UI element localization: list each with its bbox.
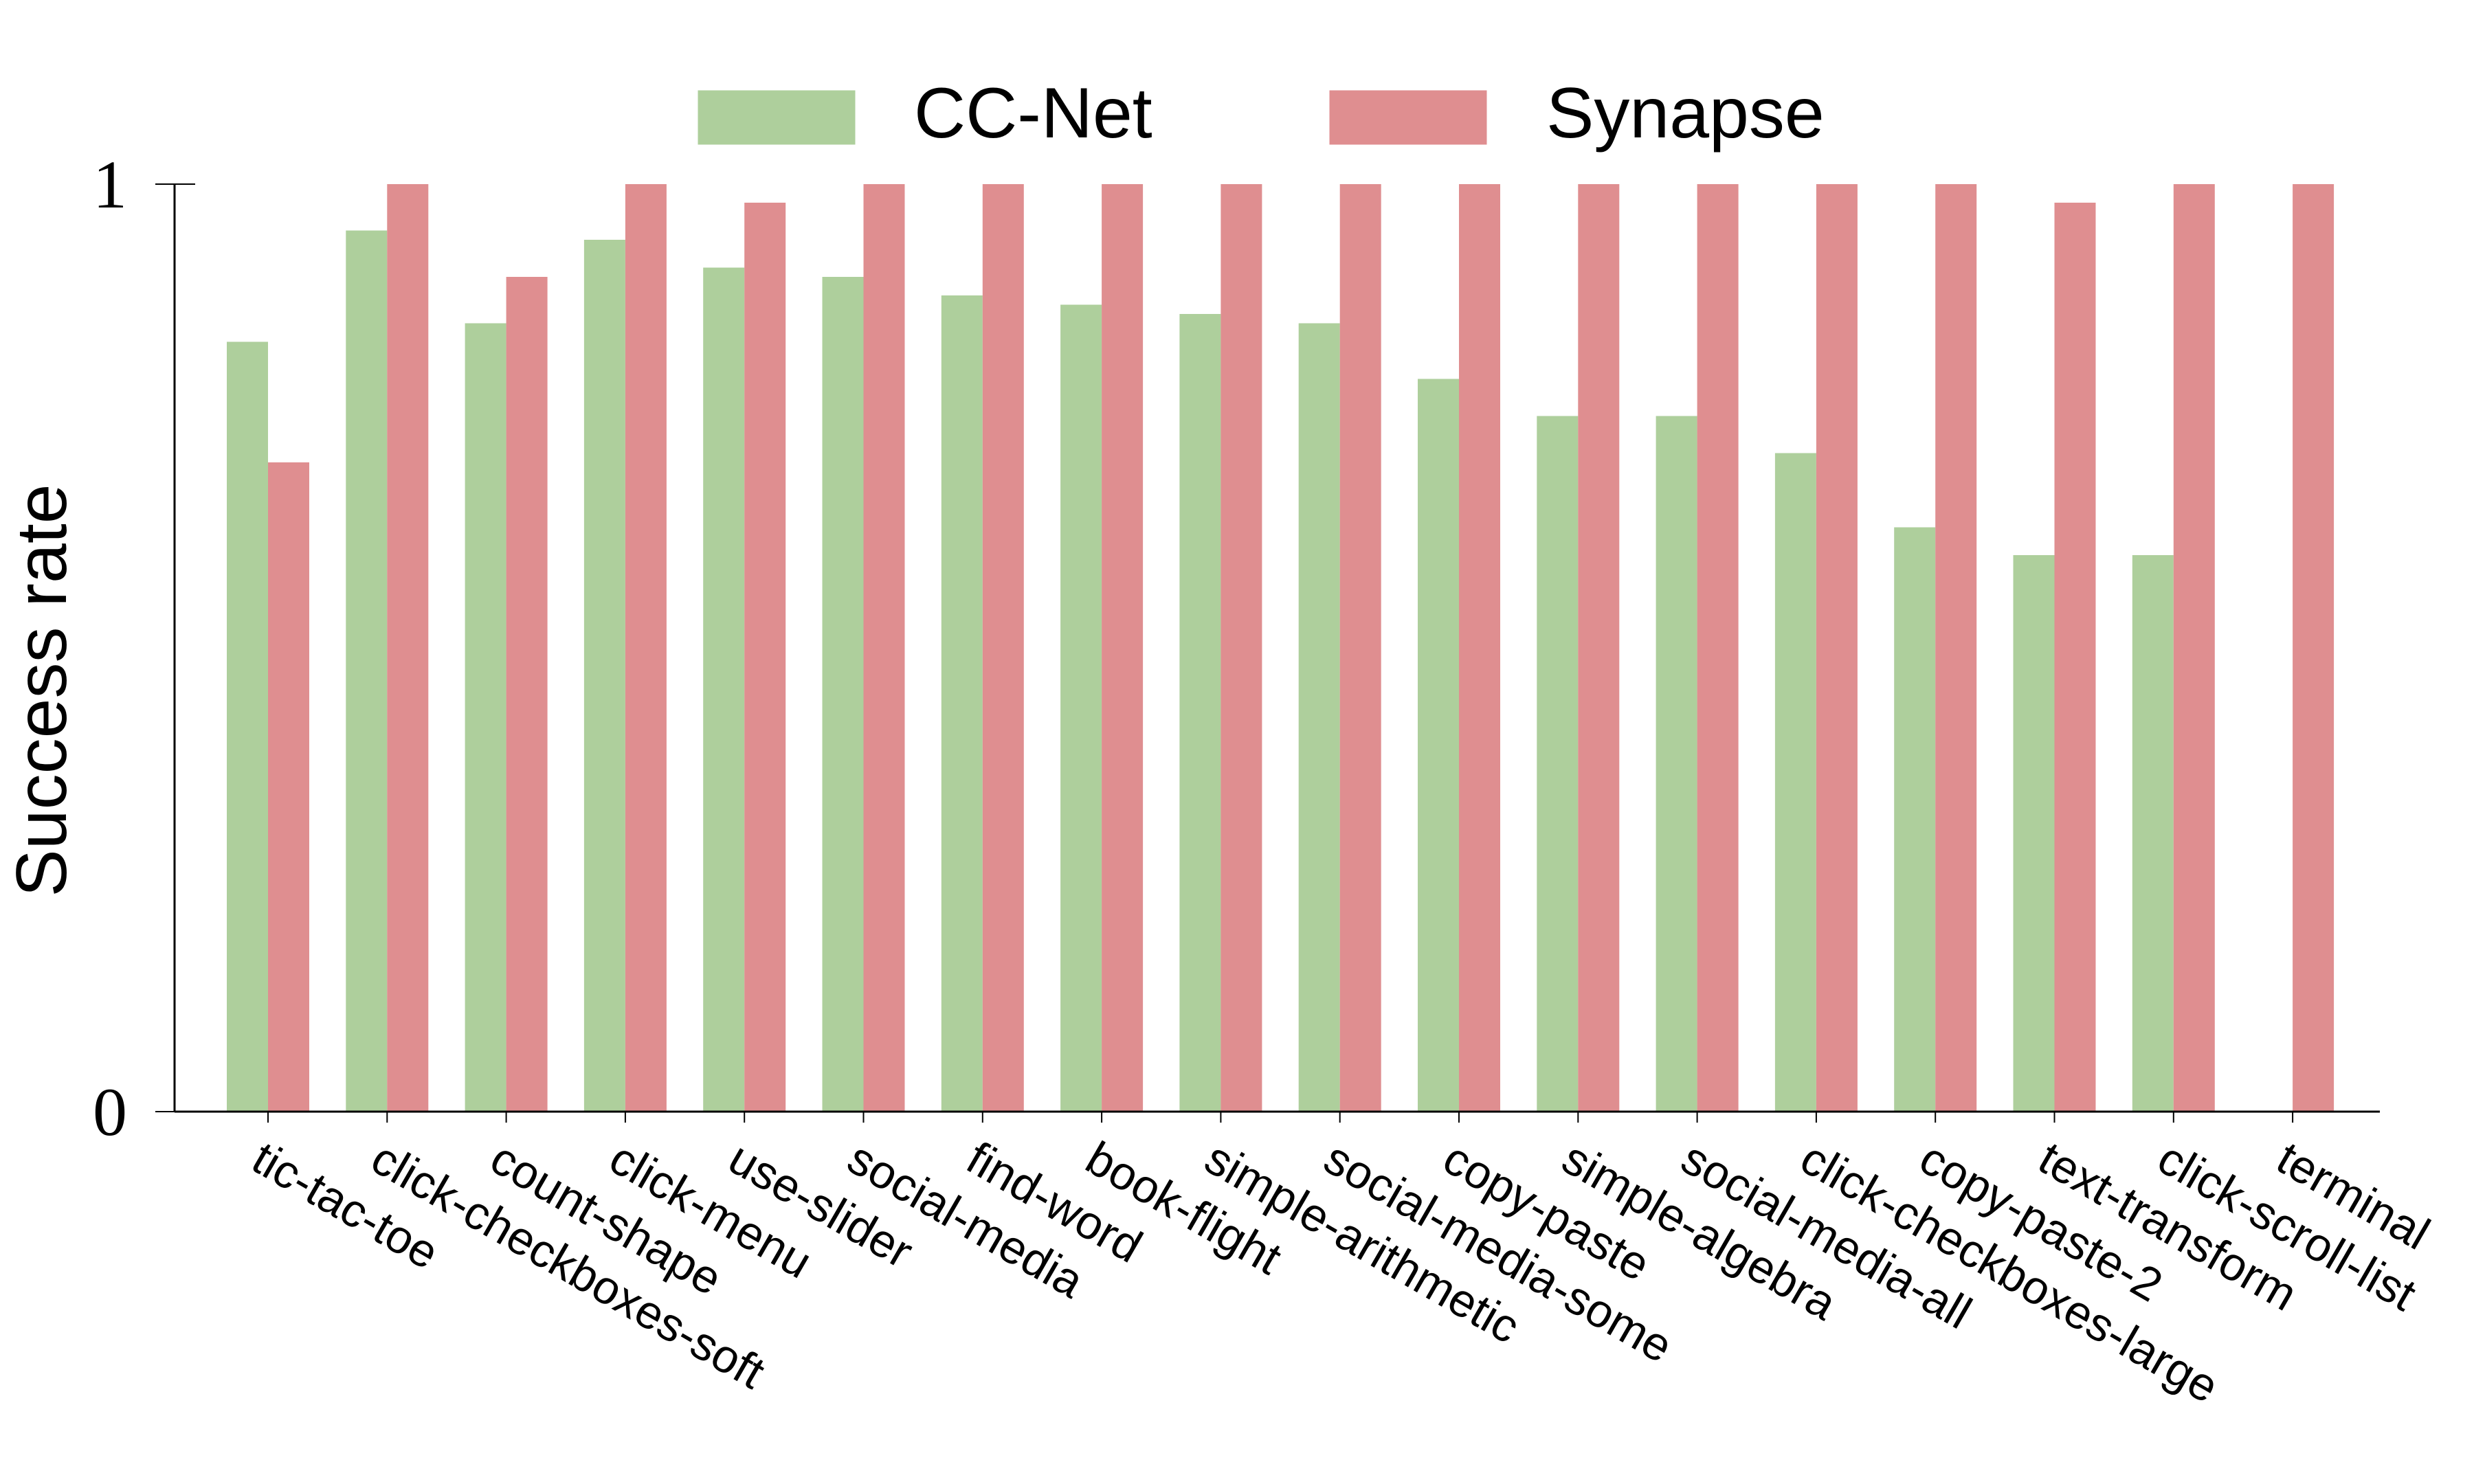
legend-label-synapse: Synapse: [1546, 74, 1825, 153]
bar-cc-net-copy-paste-2: [1894, 527, 1936, 1112]
bar-cc-net-click-scroll-list: [2132, 555, 2174, 1112]
bar-cc-net-click-checkboxes-soft: [346, 230, 388, 1112]
bar-cc-net-book-flight: [1060, 304, 1102, 1112]
legend-swatch-synapse: [1329, 90, 1487, 145]
bar-cc-net-click-menu: [583, 240, 625, 1112]
bar-synapse-text-transform: [2054, 203, 2096, 1112]
bar-synapse-copy-paste: [1459, 184, 1500, 1112]
bar-synapse-book-flight: [1102, 184, 1144, 1112]
bar-synapse-social-media: [863, 184, 905, 1112]
bar-synapse-social-media-all: [1697, 184, 1739, 1112]
bar-cc-net-simple-algebra: [1537, 416, 1579, 1112]
bar-synapse-simple-arithmetic: [1221, 184, 1262, 1112]
bars-group: [227, 184, 2334, 1112]
bar-cc-net-tic-tac-toe: [227, 341, 268, 1112]
y-tick-label: 1: [93, 146, 127, 223]
bar-cc-net-count-shape: [465, 323, 506, 1112]
y-tick-label: 0: [93, 1074, 127, 1150]
x-ticks-group: tic-tac-toeclick-checkboxes-softcount-sh…: [244, 1112, 2438, 1413]
bar-synapse-find-word: [982, 184, 1024, 1112]
legend: CC-Net Synapse: [698, 74, 1825, 153]
bar-synapse-click-checkboxes-large: [1816, 184, 1858, 1112]
bar-synapse-simple-algebra: [1578, 184, 1620, 1112]
bar-synapse-use-slider: [744, 203, 786, 1112]
bar-synapse-social-media-some: [1339, 184, 1381, 1112]
bar-synapse-click-menu: [625, 184, 667, 1112]
bar-cc-net-find-word: [941, 295, 983, 1112]
bar-cc-net-social-media-all: [1656, 416, 1697, 1112]
bar-synapse-count-shape: [506, 277, 548, 1112]
bar-synapse-click-scroll-list: [2173, 184, 2215, 1112]
bar-cc-net-click-checkboxes-large: [1774, 453, 1816, 1112]
y-ticks-group: 01: [93, 146, 195, 1150]
bar-synapse-copy-paste-2: [1935, 184, 1977, 1112]
y-axis-label: Success rate: [2, 484, 82, 897]
bar-cc-net-social-media-some: [1298, 323, 1340, 1112]
bar-cc-net-simple-arithmetic: [1179, 314, 1221, 1112]
bar-cc-net-social-media: [822, 277, 864, 1112]
legend-label-cc-net: CC-Net: [914, 74, 1152, 153]
legend-swatch-cc-net: [698, 90, 856, 145]
bar-cc-net-use-slider: [703, 267, 745, 1112]
bar-synapse-tic-tac-toe: [268, 462, 309, 1112]
bar-cc-net-copy-paste: [1418, 379, 1459, 1112]
bar-cc-net-text-transform: [2013, 555, 2055, 1112]
bar-synapse-click-checkboxes-soft: [387, 184, 429, 1112]
bar-synapse-terminal: [2293, 184, 2334, 1112]
